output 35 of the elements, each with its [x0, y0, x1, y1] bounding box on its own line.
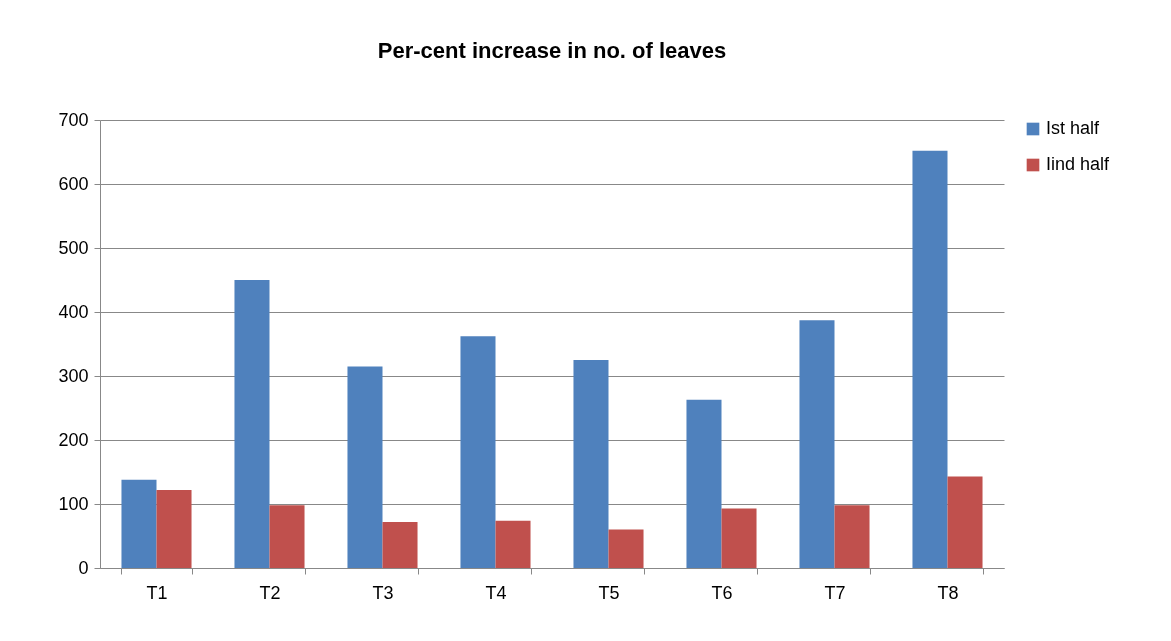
- y-tick-label: 0: [78, 557, 89, 578]
- bar: [834, 505, 870, 568]
- bar: [947, 476, 983, 568]
- legend-label: Iind half: [1046, 154, 1111, 174]
- legend-label: Ist half: [1046, 118, 1101, 138]
- bar: [121, 479, 157, 568]
- x-tick-label: T6: [711, 582, 733, 603]
- bar: [799, 320, 835, 568]
- x-tick-label: T1: [146, 582, 168, 603]
- x-tick-label: T5: [598, 582, 620, 603]
- y-tick-label: 600: [58, 173, 89, 194]
- y-tick-label: 700: [58, 109, 89, 130]
- x-tick-label: T4: [485, 582, 507, 603]
- bar: [382, 521, 418, 568]
- bar: [686, 399, 722, 568]
- bar: [347, 366, 383, 568]
- bar: [608, 529, 644, 568]
- chart-title: Per-cent increase in no. of leaves: [377, 38, 727, 63]
- y-tick-label: 100: [58, 493, 89, 514]
- x-tick-label: T7: [824, 582, 846, 603]
- x-tick-label: T3: [372, 582, 394, 603]
- bar: [460, 336, 496, 568]
- y-tick-label: 400: [58, 301, 89, 322]
- bar: [721, 508, 757, 568]
- bar: [156, 489, 192, 568]
- x-tick-label: T8: [937, 582, 959, 603]
- y-tick-label: 300: [58, 365, 89, 386]
- x-tick-label: T2: [259, 582, 281, 603]
- bar: [912, 150, 948, 568]
- bar: [495, 520, 531, 568]
- y-tick-label: 500: [58, 237, 89, 258]
- bar: [573, 360, 609, 568]
- y-tick-label: 200: [58, 429, 89, 450]
- bar: [269, 505, 305, 568]
- bar: [234, 280, 270, 568]
